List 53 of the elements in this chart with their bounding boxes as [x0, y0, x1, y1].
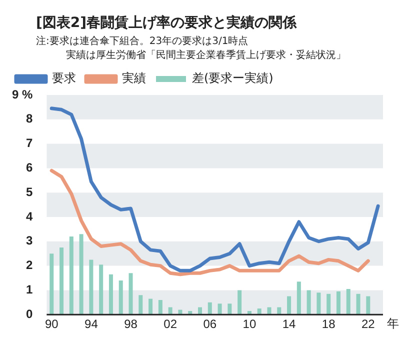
legend-label: 実績: [122, 71, 146, 86]
bar: [148, 298, 153, 315]
x-tick-label: 06: [203, 317, 217, 332]
y-tick-label: 6: [26, 160, 33, 175]
bar: [99, 264, 104, 315]
bar: [316, 292, 321, 315]
x-tick-label: 98: [124, 317, 138, 332]
x-tick-label: 94: [84, 317, 98, 332]
text: 注:要求は連合傘下組合。23年の要求は3/1時点: [36, 35, 250, 49]
bar: [326, 294, 331, 315]
y-tick-label: 5: [26, 184, 33, 199]
bar: [178, 310, 182, 315]
bar: [89, 260, 94, 315]
bar: [50, 254, 54, 315]
bar: [128, 273, 133, 315]
x-axis-title: 年: [387, 316, 399, 331]
bar: [296, 282, 301, 315]
y-tick-label: 3: [26, 234, 33, 248]
y-tick-label: 4: [26, 209, 33, 224]
bar: [79, 234, 84, 315]
bar: [69, 236, 74, 315]
y-tick-label: 7: [26, 136, 33, 150]
bar: [238, 290, 242, 315]
y-tick-label: 9 %: [12, 87, 33, 102]
x-tick-label: 90: [44, 317, 59, 332]
x-tick-label: 14: [282, 317, 296, 332]
legend-label: 差(要求ー実績): [192, 71, 274, 86]
bar: [60, 248, 64, 315]
text: 実績は厚生労働省「民間主要企業春季賃上げ要求・妥結状況」: [65, 49, 346, 63]
bar: [257, 308, 262, 315]
bar: [138, 295, 143, 315]
bar: [108, 274, 113, 315]
bar: [218, 304, 222, 315]
bar: [208, 302, 212, 315]
x-tick-label: 10: [242, 317, 256, 332]
y-tick-label: 8: [26, 112, 33, 126]
legend-label: 要求: [52, 71, 76, 86]
chart-title: [図表2]春闘賃上げ率の要求と実績の関係: [36, 14, 297, 32]
bar: [306, 290, 311, 315]
y-tick-label: 0: [26, 306, 33, 321]
bar: [228, 304, 232, 315]
bar: [336, 291, 340, 315]
bar: [118, 280, 123, 315]
bar: [366, 296, 370, 315]
x-tick-label: 22: [361, 317, 376, 332]
bar: [158, 300, 162, 315]
y-tick-label: 2: [26, 258, 33, 272]
bar: [287, 296, 292, 315]
x-tick-label: 02: [164, 317, 178, 332]
bar: [346, 288, 350, 315]
bar: [356, 294, 360, 315]
x-tick-label: 18: [322, 317, 336, 332]
y-tick-label: 1: [26, 282, 33, 297]
